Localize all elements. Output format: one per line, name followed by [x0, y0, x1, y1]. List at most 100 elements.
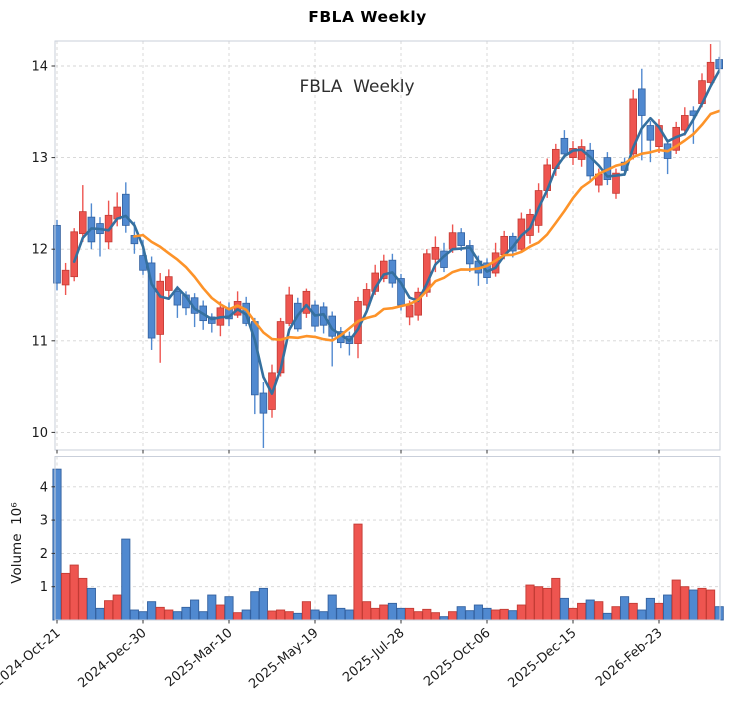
volume-axis-label: Volume 10⁶: [9, 502, 25, 584]
volume-bar: [301, 601, 311, 621]
price-tick-label: 13: [31, 151, 48, 166]
volume-bar: [654, 602, 664, 621]
in-chart-annotation: FBLA Weekly: [299, 77, 415, 97]
volume-panel-border: [54, 456, 721, 621]
price-panel-border: [54, 40, 721, 451]
volume-bar: [86, 587, 96, 621]
candle-body: [173, 290, 182, 306]
volume-bar: [405, 607, 415, 621]
candle-body: [53, 224, 61, 284]
volume-bar: [52, 468, 62, 621]
volume-bar: [706, 589, 716, 621]
candle-body: [405, 304, 414, 318]
price-tick-label: 12: [31, 243, 48, 258]
volume-bar: [473, 604, 483, 621]
volume-bar: [147, 601, 157, 621]
volume-bar: [516, 604, 526, 621]
volume-bar: [697, 587, 707, 621]
volume-tick-label: 3: [40, 514, 48, 529]
candle-body: [156, 280, 165, 335]
volume-bar: [336, 607, 346, 621]
volume-bar: [671, 579, 681, 621]
volume-bar: [61, 572, 71, 621]
candle-body: [681, 115, 689, 131]
volume-bar: [628, 602, 638, 621]
volume-bar: [611, 606, 621, 621]
volume-bar: [422, 608, 432, 621]
volume-bar: [276, 609, 286, 621]
volume-bar: [482, 607, 492, 621]
candle-body: [638, 88, 646, 116]
volume-bar: [215, 604, 225, 621]
volume-bar: [95, 607, 105, 621]
volume-bar: [293, 612, 303, 621]
candle-body: [646, 125, 655, 141]
date-tick-label: 2026-Feb-23: [593, 626, 665, 690]
date-tick-label: 2025-May-19: [246, 626, 321, 693]
volume-bar: [594, 601, 604, 621]
volume-bar: [714, 606, 724, 621]
ma-short-line: [72, 69, 721, 395]
candle-body: [612, 172, 620, 194]
candle-body: [414, 291, 422, 316]
price-tick-label: 14: [31, 60, 48, 75]
candle-body: [164, 276, 173, 291]
volume-bar: [465, 610, 475, 621]
candle-body: [379, 260, 388, 279]
volume-bar: [663, 594, 673, 621]
volume-bar: [112, 594, 122, 621]
candle-body: [362, 289, 371, 306]
volume-bar: [559, 597, 569, 621]
candle-body: [259, 392, 268, 414]
volume-bar: [370, 607, 380, 621]
volume-bar: [319, 611, 329, 621]
volume-bar: [172, 611, 182, 621]
volume-bar: [233, 612, 243, 621]
volume-bar: [620, 596, 630, 621]
candle-body: [706, 61, 715, 83]
candle-body: [586, 149, 594, 177]
volume-bar: [602, 612, 612, 621]
volume-bar: [190, 599, 200, 621]
volume-tick-label: 1: [40, 580, 48, 595]
candle-body: [560, 137, 569, 155]
volume-bar: [181, 606, 191, 621]
volume-bar: [138, 611, 148, 621]
volume-bar: [456, 606, 466, 621]
candle-body: [448, 232, 457, 250]
volume-bar: [258, 587, 268, 621]
price-tick-label: 10: [31, 426, 48, 441]
volume-bar: [69, 564, 79, 621]
volume-bar: [344, 609, 354, 621]
volume-bar: [637, 609, 647, 621]
volume-bar: [413, 611, 423, 621]
volume-bar: [362, 601, 372, 621]
volume-tick-label: 2: [40, 547, 48, 562]
candle-body: [79, 211, 87, 235]
volume-bar: [430, 612, 440, 621]
candle-body: [629, 98, 637, 155]
volume-bar: [241, 609, 251, 621]
price-tick-label: 11: [31, 334, 48, 349]
volume-bar: [207, 594, 217, 621]
date-tick-label: 2025-Dec-15: [505, 626, 579, 692]
volume-bar: [121, 538, 131, 621]
volume-bar: [508, 610, 518, 621]
candle-body: [61, 269, 70, 286]
volume-bar: [491, 609, 501, 621]
volume-bar: [534, 586, 544, 621]
volume-bar: [198, 611, 208, 621]
date-tick-label: 2024-Oct-21: [0, 626, 64, 690]
chart-title: FBLA Weekly: [308, 8, 427, 26]
volume-bar: [78, 577, 88, 621]
volume-bar: [155, 606, 165, 621]
date-tick-label: 2024-Dec-30: [75, 626, 149, 692]
volume-bar: [688, 589, 698, 621]
volume-bar: [396, 607, 406, 621]
volume-bar: [379, 604, 389, 621]
volume-bar: [104, 600, 114, 621]
volume-bar: [499, 608, 509, 621]
candle-body: [122, 193, 130, 226]
